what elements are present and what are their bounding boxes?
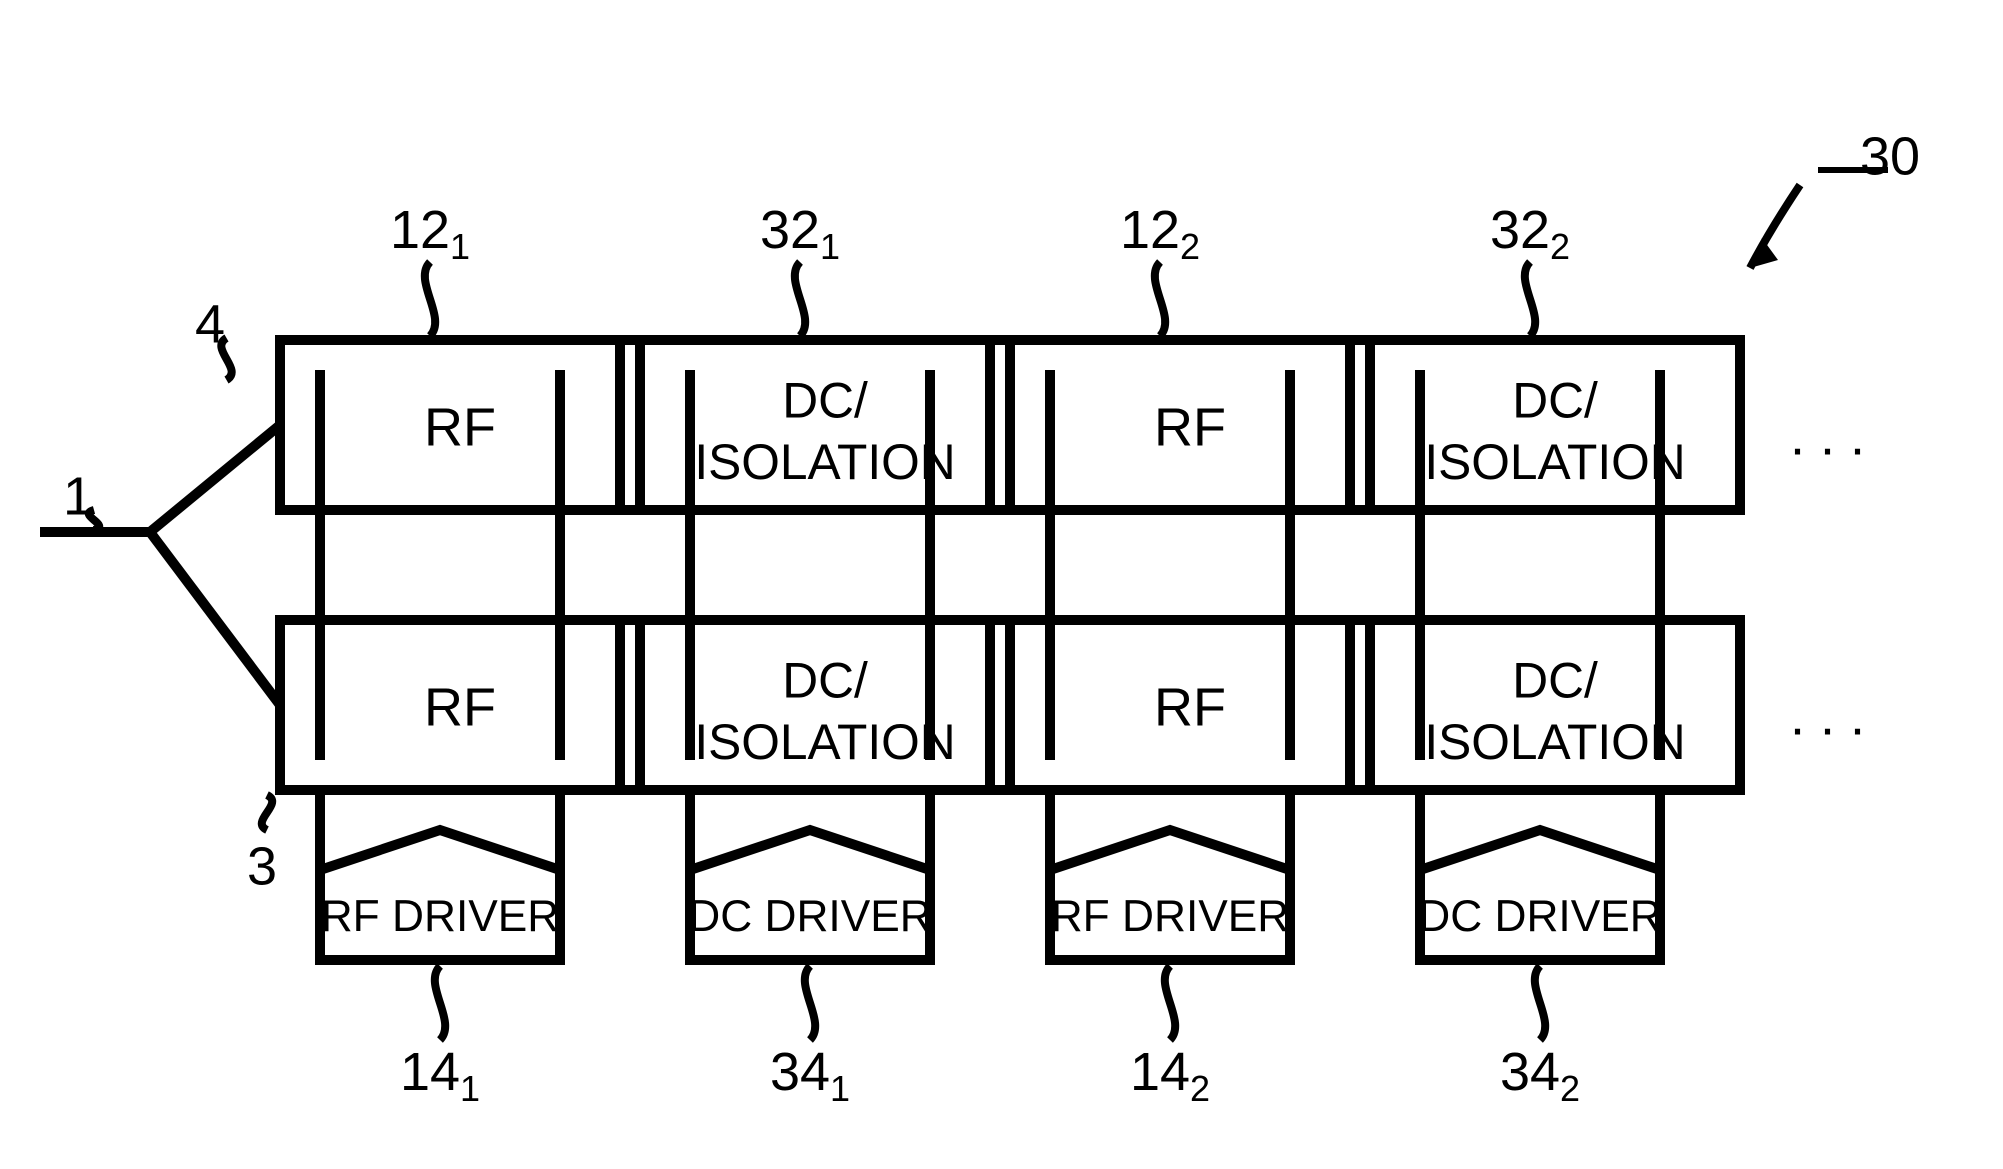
block-bot-3-l1: DC/	[1512, 653, 1598, 709]
svg-text:121: 121	[390, 200, 470, 267]
top-ref-0: 121	[390, 200, 470, 267]
svg-text:341: 341	[770, 1042, 850, 1109]
svg-text:321: 321	[760, 200, 840, 267]
driver-ref-0: 141	[400, 1042, 480, 1109]
driver-ref-1: 341	[770, 1042, 850, 1109]
block-bot-0: RF	[424, 677, 496, 737]
driver-ref-2: 142	[1130, 1042, 1210, 1109]
svg-text:142: 142	[1130, 1042, 1210, 1109]
top-ref-2: 122	[1120, 200, 1200, 267]
driver-label-3: DC DRIVER	[1418, 892, 1661, 941]
top-ref-1: 321	[760, 200, 840, 267]
block-top-3-l1: DC/	[1512, 373, 1598, 429]
svg-text:342: 342	[1500, 1042, 1580, 1109]
driver-label-1: DC DRIVER	[688, 892, 931, 941]
block-bot-2: RF	[1154, 677, 1226, 737]
block-bot-1-l1: DC/	[782, 653, 868, 709]
driver-label-0: RF DRIVER	[321, 892, 560, 941]
ellipsis-top: . . .	[1790, 406, 1865, 466]
driver-ref-3: 342	[1500, 1042, 1580, 1109]
block-bot-3-l2: ISOLATION	[1424, 714, 1685, 770]
block-top-1-l2: ISOLATION	[694, 434, 955, 490]
ellipsis-bot: . . .	[1790, 686, 1865, 746]
block-bot-1-l2: ISOLATION	[694, 714, 955, 770]
block-top-0: RF	[424, 397, 496, 457]
ref-3: 3	[247, 836, 277, 896]
svg-text:122: 122	[1120, 200, 1200, 267]
top-ref-3: 322	[1490, 200, 1570, 267]
svg-text:322: 322	[1490, 200, 1570, 267]
block-top-2: RF	[1154, 397, 1226, 457]
block-top-1-l1: DC/	[782, 373, 868, 429]
svg-text:141: 141	[400, 1042, 480, 1109]
ref-30: 30	[1860, 126, 1920, 186]
block-top-3-l2: ISOLATION	[1424, 434, 1685, 490]
driver-label-2: RF DRIVER	[1051, 892, 1290, 941]
